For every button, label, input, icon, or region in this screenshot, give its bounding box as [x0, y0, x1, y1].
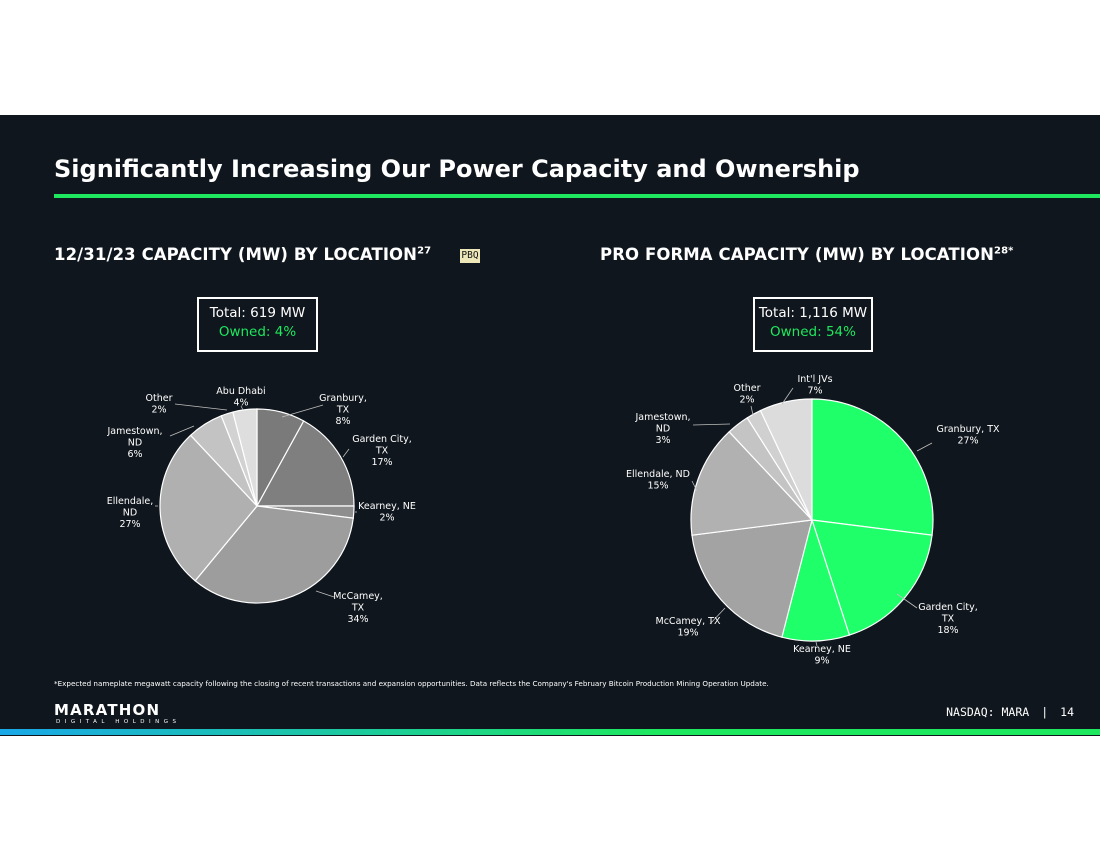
left-pie-leader-line — [174, 403, 228, 411]
right-pie-leader-line — [709, 607, 726, 625]
right-pie-slice — [811, 519, 933, 636]
left-pie-label: Granbury, TX 8% — [319, 393, 367, 427]
left-pie-leader-line — [240, 405, 244, 411]
right-chart-footnote-ref: 28* — [994, 245, 1014, 257]
ticker-symbol: NASDAQ: MARA — [946, 705, 1030, 719]
footer-separator: | — [1041, 705, 1049, 719]
right-total-box: Total: 1,116 MW Owned: 54% — [753, 297, 873, 352]
right-chart-heading: PRO FORMA CAPACITY (MW) BY LOCATION28* — [600, 245, 1013, 264]
slide: Significantly Increasing Our Power Capac… — [0, 115, 1100, 736]
left-pie-leader-line — [281, 404, 324, 418]
footer-ticker: NASDAQ: MARA | 14 — [946, 705, 1074, 719]
right-total-label: Total: 1,116 MW — [758, 305, 868, 321]
pbq-tag: PBQ — [460, 249, 480, 263]
left-pie-label: Kearney, NE 2% — [358, 501, 416, 524]
left-total-label: Total: 619 MW — [209, 305, 306, 321]
right-pie-leader-line — [896, 593, 918, 609]
left-pie-slice — [159, 434, 258, 582]
left-total-box: Total: 619 MW Owned: 4% — [197, 297, 318, 352]
title-underline — [54, 194, 1100, 198]
right-pie-slice — [690, 430, 814, 536]
left-pie-slice — [194, 505, 354, 604]
page-number: 14 — [1060, 705, 1074, 719]
right-pie-leader-line — [691, 480, 698, 492]
left-pie-label: Garden City, TX 17% — [352, 434, 411, 468]
right-pie-slice — [691, 519, 813, 638]
slide-title: Significantly Increasing Our Power Capac… — [54, 155, 860, 183]
right-pie-label: Ellendale, ND 15% — [626, 469, 690, 492]
left-owned-label: Owned: 4% — [218, 324, 297, 340]
right-pie-label: McCamey, TX 19% — [656, 616, 721, 639]
right-pie-leader-line — [692, 423, 731, 426]
marathon-logo: MARATHON — [54, 701, 161, 719]
right-pie-slice — [759, 398, 813, 521]
right-pie-chart: Granbury, TX 27% Garden City, TX 18% Kearney,… — [626, 374, 1000, 667]
left-pie-label: McCamey, TX 34% — [333, 591, 383, 625]
right-pie-label: Jamestown, ND 3% — [634, 412, 690, 446]
right-pie-leader-line — [815, 641, 818, 647]
right-pie-label: Kearney, NE 9% — [793, 644, 851, 667]
right-pie-label: Int'l JVs 7% — [797, 374, 832, 397]
right-pie-label: Other 2% — [734, 383, 761, 406]
right-chart-heading-text: PRO FORMA CAPACITY (MW) BY LOCATION — [600, 245, 995, 264]
left-pie-slice — [255, 420, 355, 507]
right-pie-label: Garden City, TX 18% — [918, 602, 977, 636]
left-pie-chart: Granbury, TX 8% Garden City, TX 17% Kearney, N… — [106, 386, 416, 625]
left-pie-label: Ellendale, ND 27% — [107, 496, 154, 530]
left-chart-heading-text: 12/31/23 CAPACITY (MW) BY LOCATION — [54, 245, 418, 264]
footnote: *Expected nameplate megawatt capacity fo… — [54, 679, 769, 688]
right-pie-leader-line — [750, 405, 754, 416]
left-pie-leader-line — [342, 448, 350, 458]
left-pie-slice — [232, 408, 258, 507]
bottom-gradient-bar — [0, 729, 1100, 735]
left-pie-label: Other 2% — [146, 393, 173, 416]
left-pie-label: Jamestown, ND 6% — [106, 426, 162, 460]
right-pie-leader-line — [781, 387, 794, 405]
left-chart-footnote-ref: 27 — [417, 245, 432, 257]
left-pie-leader-line — [315, 590, 335, 598]
marathon-logo-subtitle: DIGITAL HOLDINGS — [56, 719, 181, 725]
right-owned-label: Owned: 54% — [770, 324, 856, 340]
right-pie-slice — [811, 398, 934, 536]
right-pie-label: Granbury, TX 27% — [936, 424, 1000, 447]
left-pie-label: Abu Dhabi 4% — [216, 386, 265, 409]
left-pie-leader-line — [169, 425, 195, 437]
left-chart-heading: 12/31/23 CAPACITY (MW) BY LOCATION27 — [54, 245, 431, 264]
right-pie-leader-line — [916, 442, 933, 452]
